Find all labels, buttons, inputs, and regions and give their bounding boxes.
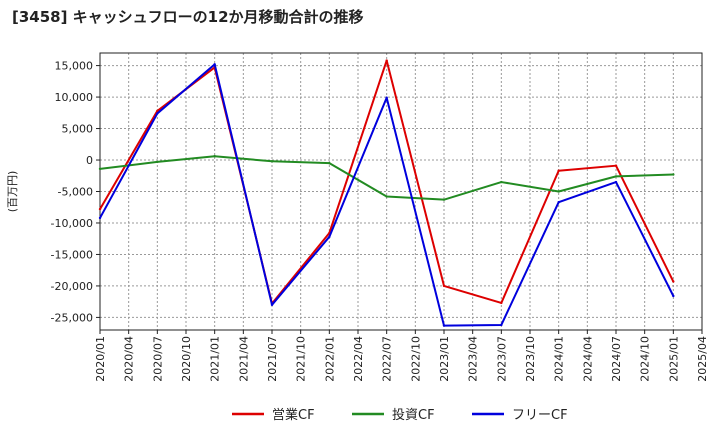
y-axis-label: (百万円) (6, 171, 19, 213)
y-tick-label: 10,000 (55, 91, 94, 104)
x-axis: 2020/01 2020/04 2020/07 2020/10 2021/01 2021/… (94, 330, 709, 382)
y-tick-label: -10,000 (51, 217, 93, 230)
data-point (614, 180, 618, 184)
x-tick-label: 2022/01 (323, 336, 336, 382)
data-point (614, 175, 618, 178)
x-tick-label: 2021/07 (266, 336, 279, 382)
x-tick-label: 2021/10 (295, 336, 308, 382)
data-point (500, 180, 503, 184)
y-tick-label: 0 (86, 154, 93, 167)
data-point (270, 303, 274, 307)
data-point (213, 63, 216, 66)
series-lines (98, 59, 675, 327)
data-point (557, 201, 560, 204)
x-tick-label: 2025/01 (667, 336, 680, 382)
data-point (672, 280, 675, 283)
data-point (385, 96, 388, 99)
x-tick-label: 2022/10 (409, 336, 422, 382)
x-tick-label: 2025/04 (696, 336, 709, 382)
data-point (500, 301, 503, 305)
y-tick-label: -5,000 (58, 186, 93, 199)
data-point (98, 216, 102, 220)
y-axis: 15,000 10,000 5,000 0 -5,000 -10,000 -15,000 -2… (51, 60, 100, 324)
data-point (557, 169, 560, 172)
grid-lines (100, 53, 702, 330)
data-point (557, 190, 560, 193)
data-point (98, 167, 102, 171)
x-tick-label: 2021/04 (237, 336, 250, 382)
x-tick-label: 2020/10 (180, 336, 193, 382)
data-point (672, 173, 675, 176)
x-tick-label: 2020/07 (151, 336, 164, 382)
data-point (98, 207, 102, 211)
x-tick-label: 2024/01 (553, 336, 566, 382)
data-point (442, 198, 446, 201)
legend: 営業CF 投資CF フリーCF (232, 407, 568, 423)
x-tick-label: 2023/10 (524, 336, 537, 382)
y-tick-label: -15,000 (51, 248, 93, 261)
data-point (156, 160, 159, 164)
x-tick-label: 2020/01 (94, 336, 107, 382)
y-tick-label: -20,000 (51, 280, 93, 293)
x-tick-label: 2023/01 (438, 336, 451, 382)
x-tick-label: 2024/07 (610, 336, 623, 382)
x-tick-label: 2022/07 (381, 336, 394, 382)
data-point (328, 161, 331, 165)
data-point (500, 323, 503, 327)
data-point (672, 294, 675, 298)
y-tick-label: 15,000 (55, 60, 94, 73)
x-tick-label: 2020/04 (123, 336, 136, 382)
data-point (156, 109, 159, 113)
chart-title: [3458] キャッシュフローの12か月移動合計の推移 (12, 8, 364, 26)
data-point (213, 155, 216, 158)
data-point (442, 324, 446, 327)
legend-label: 営業CF (272, 407, 315, 423)
data-point (385, 59, 388, 62)
x-tick-label: 2022/04 (352, 336, 365, 382)
x-tick-label: 2023/04 (467, 336, 480, 382)
legend-label: 投資CF (392, 407, 435, 423)
x-tick-label: 2023/07 (495, 336, 508, 382)
data-point (270, 160, 274, 163)
y-tick-label: -25,000 (51, 311, 93, 324)
data-point (328, 235, 331, 239)
y-tick-label: 5,000 (62, 123, 94, 136)
data-point (385, 195, 388, 198)
x-tick-label: 2021/01 (209, 336, 222, 382)
data-point (442, 284, 446, 288)
legend-label: フリーCF (512, 408, 568, 423)
data-point (614, 164, 618, 167)
data-point (156, 112, 159, 115)
x-tick-label: 2024/04 (581, 336, 594, 382)
x-tick-label: 2024/10 (639, 336, 652, 382)
